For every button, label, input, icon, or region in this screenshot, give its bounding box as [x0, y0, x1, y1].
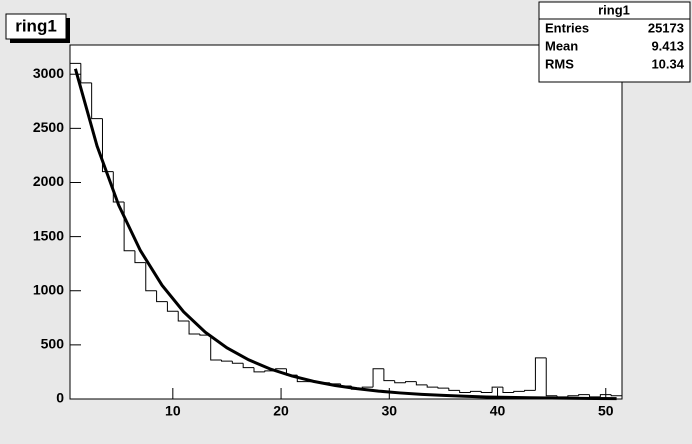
histogram-bin: [469, 390, 482, 393]
histogram-bin: [567, 395, 579, 397]
x-tick-label: 50: [598, 403, 614, 419]
histogram-bin: [513, 390, 525, 393]
histogram-bin: [188, 321, 200, 335]
histogram-bin: [91, 82, 103, 120]
plot-frame: [69, 44, 623, 400]
histogram-bin: [459, 390, 471, 394]
histogram-bin: [545, 357, 558, 397]
histogram-bin: [599, 394, 612, 397]
y-tick-label: 1500: [33, 227, 64, 243]
stats-box: ring1: [538, 1, 691, 83]
histogram-bin: [156, 290, 168, 303]
histogram-bin: [69, 62, 81, 399]
y-tick-label: 1000: [33, 281, 64, 297]
histogram-bin: [610, 394, 623, 399]
y-tick-label: 2000: [33, 173, 64, 189]
chart-title: ring1: [15, 16, 57, 35]
histogram-bin: [502, 387, 514, 394]
y-tick-label: 0: [56, 390, 64, 406]
histogram-bin: [480, 391, 493, 394]
histogram-bin: [491, 386, 503, 393]
histogram-bin: [231, 361, 244, 364]
histogram-bin: [426, 384, 438, 388]
histogram-bin: [534, 357, 547, 391]
histogram-bin: [524, 389, 536, 392]
histogram-bin: [405, 381, 417, 383]
histogram-bin: [578, 394, 590, 396]
stats-label: RMS: [545, 56, 574, 71]
stats-value: 10.34: [651, 56, 684, 71]
histogram-bin: [437, 387, 449, 389]
stats-frame: [538, 1, 691, 83]
x-tick-label: 30: [382, 403, 398, 419]
histogram-bin: [589, 394, 601, 398]
x-tick-label: 40: [490, 403, 506, 419]
stats-label: Mean: [545, 38, 578, 53]
histogram-bin: [242, 363, 254, 369]
stats-label: Entries: [545, 20, 589, 35]
histogram-bin: [145, 262, 157, 292]
histogram-bin: [210, 335, 222, 361]
histogram-bin: [134, 250, 146, 264]
fit-curve: [73, 68, 617, 401]
x-tick-label: 20: [273, 403, 289, 419]
histogram-bin: [101, 118, 114, 173]
histogram-bin: [394, 380, 406, 384]
histogram-bin: [448, 388, 460, 391]
y-tick-label: 2500: [33, 119, 64, 135]
x-tick-label: 10: [165, 403, 181, 419]
histogram-bin: [372, 368, 384, 388]
histogram-bin: [221, 360, 233, 362]
stats-value: 9.413: [651, 38, 684, 53]
histogram-bin: [166, 301, 179, 312]
histogram-bin: [177, 311, 190, 322]
stats-value: 25173: [648, 20, 684, 35]
histogram-bin: [112, 171, 125, 203]
stats-title: ring1: [598, 2, 630, 17]
y-tick-label: 500: [41, 336, 65, 352]
histogram-bin: [383, 368, 395, 382]
histogram-bin: [253, 367, 265, 373]
title-box: [5, 13, 67, 40]
y-tick-label: 3000: [33, 65, 64, 81]
histogram-bin: [415, 381, 428, 386]
